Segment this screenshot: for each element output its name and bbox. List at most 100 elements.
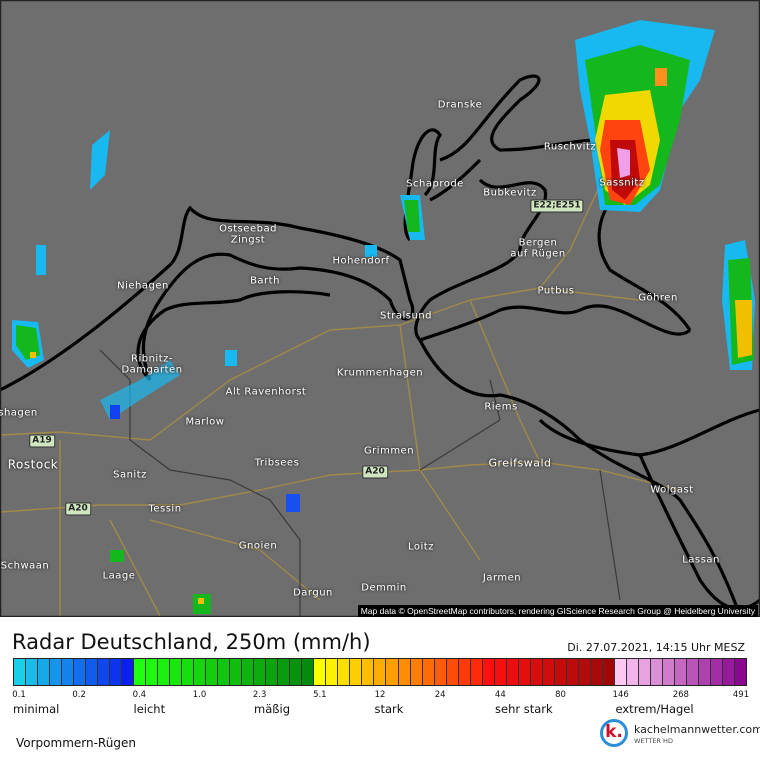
scale-cell — [446, 659, 459, 685]
place-label: auf Rügen — [510, 248, 566, 260]
scale-cell — [602, 659, 615, 685]
scale-tick: 0.2 — [72, 690, 86, 700]
scale-cell — [170, 659, 183, 685]
place-label: Marlow — [185, 416, 225, 428]
scale-cell — [254, 659, 267, 685]
place-label: Bergen — [518, 237, 558, 249]
coastline — [0, 74, 760, 617]
place-label: Putbus — [537, 285, 575, 297]
scale-cell — [110, 659, 123, 685]
scale-cell — [134, 659, 147, 685]
scale-category: leicht — [133, 702, 166, 716]
scale-cell — [86, 659, 99, 685]
place-label: Jarmen — [482, 572, 522, 584]
scale-cell — [614, 659, 627, 685]
timestamp: Di. 27.07.2021, 14:15 Uhr MESZ — [567, 641, 745, 654]
scale-cell — [434, 659, 447, 685]
place-label: Rostock — [7, 457, 59, 472]
place-label: Lassan — [682, 554, 720, 566]
place-label: Barth — [250, 275, 280, 287]
place-label: Alt Ravenhorst — [225, 386, 307, 398]
place-label: Gnoien — [238, 540, 278, 552]
brand-logo[interactable]: k. kachelmannwetter.com WETTER HD — [600, 717, 760, 751]
scale-cell — [398, 659, 411, 685]
scale-tick: 12 — [374, 690, 386, 700]
scale-cell — [158, 659, 171, 685]
place-label: Zingst — [230, 234, 266, 246]
scale-category: extrem/Hagel — [615, 702, 694, 716]
radar-map[interactable]: Dranske Ruschvitz Sassnitz Schaprode Bub… — [0, 0, 760, 617]
scale-cell — [374, 659, 387, 685]
scale-cell — [482, 659, 495, 685]
road-badge: A20 — [362, 465, 388, 479]
scale-cell — [494, 659, 507, 685]
place-label: Dargun — [293, 587, 333, 599]
scale-cell — [554, 659, 567, 685]
scale-cell — [146, 659, 159, 685]
scale-cell — [326, 659, 339, 685]
place-label: Bubkevitz — [483, 187, 537, 199]
scale-tick: 5.1 — [313, 690, 327, 700]
scale-tick: 0.1 — [12, 690, 26, 700]
scale-cell — [422, 659, 435, 685]
scale-category: stark — [374, 702, 404, 716]
scale-cell — [122, 659, 135, 685]
place-label: Loitz — [408, 541, 434, 553]
scale-cell — [26, 659, 39, 685]
scale-cell — [710, 659, 723, 685]
scale-cell — [698, 659, 711, 685]
legend-panel: Radar Deutschland, 250m (mm/h) Di. 27.07… — [0, 617, 760, 760]
scale-cell — [530, 659, 543, 685]
scale-category: mäßig — [254, 702, 290, 716]
scale-cell — [470, 659, 483, 685]
scale-cell — [230, 659, 243, 685]
place-label: Niehagen — [117, 280, 169, 292]
place-label: Schwaan — [0, 560, 50, 572]
scale-tick: 44 — [494, 690, 506, 700]
scale-cell — [218, 659, 231, 685]
scale-cell — [566, 659, 579, 685]
scale-tick: 146 — [612, 690, 629, 700]
scale-cell — [266, 659, 279, 685]
map-attribution: Map data © OpenStreetMap contributors, r… — [357, 605, 758, 617]
scale-cell — [302, 659, 315, 685]
scale-cell — [410, 659, 423, 685]
scale-cell — [50, 659, 63, 685]
brand-sub: WETTER HD — [634, 737, 673, 745]
scale-tick: 24 — [434, 690, 446, 700]
scale-cell — [458, 659, 471, 685]
place-label: Riems — [484, 401, 518, 413]
place-label: shagen — [0, 407, 38, 419]
scale-cell — [578, 659, 591, 685]
road-badge: A20 — [65, 502, 91, 516]
scale-tick: 491 — [732, 690, 750, 700]
scale-cell — [662, 659, 675, 685]
scale-cell — [290, 659, 303, 685]
scale-tick: 2.3 — [252, 690, 267, 700]
scale-cell — [650, 659, 663, 685]
place-label: Tessin — [148, 503, 182, 515]
scale-cell — [98, 659, 111, 685]
scale-cell — [362, 659, 375, 685]
scale-cell — [506, 659, 519, 685]
scale-cell — [686, 659, 699, 685]
place-label: Krummenhagen — [336, 367, 424, 379]
place-label: Göhren — [638, 292, 678, 304]
scale-cell — [194, 659, 207, 685]
place-label: Dranske — [437, 99, 483, 111]
place-label: Ribnitz- — [131, 353, 173, 365]
scale-cell — [38, 659, 51, 685]
place-label: Laage — [102, 570, 136, 582]
scale-category: minimal — [13, 702, 60, 716]
scale-cell — [338, 659, 351, 685]
place-label: Ostseebad — [219, 223, 277, 235]
road-badge: E22;E251 — [530, 199, 584, 213]
color-scale — [13, 658, 747, 686]
logo-mark-icon: k. — [600, 719, 628, 747]
radar-echoes — [12, 20, 755, 614]
place-label: Greifswald — [488, 456, 552, 470]
place-label: Hohendorf — [332, 255, 390, 267]
scale-cell — [386, 659, 399, 685]
legend-title: Radar Deutschland, 250m (mm/h) — [12, 630, 371, 654]
brand-name: kachelmannwetter.com — [634, 723, 760, 736]
